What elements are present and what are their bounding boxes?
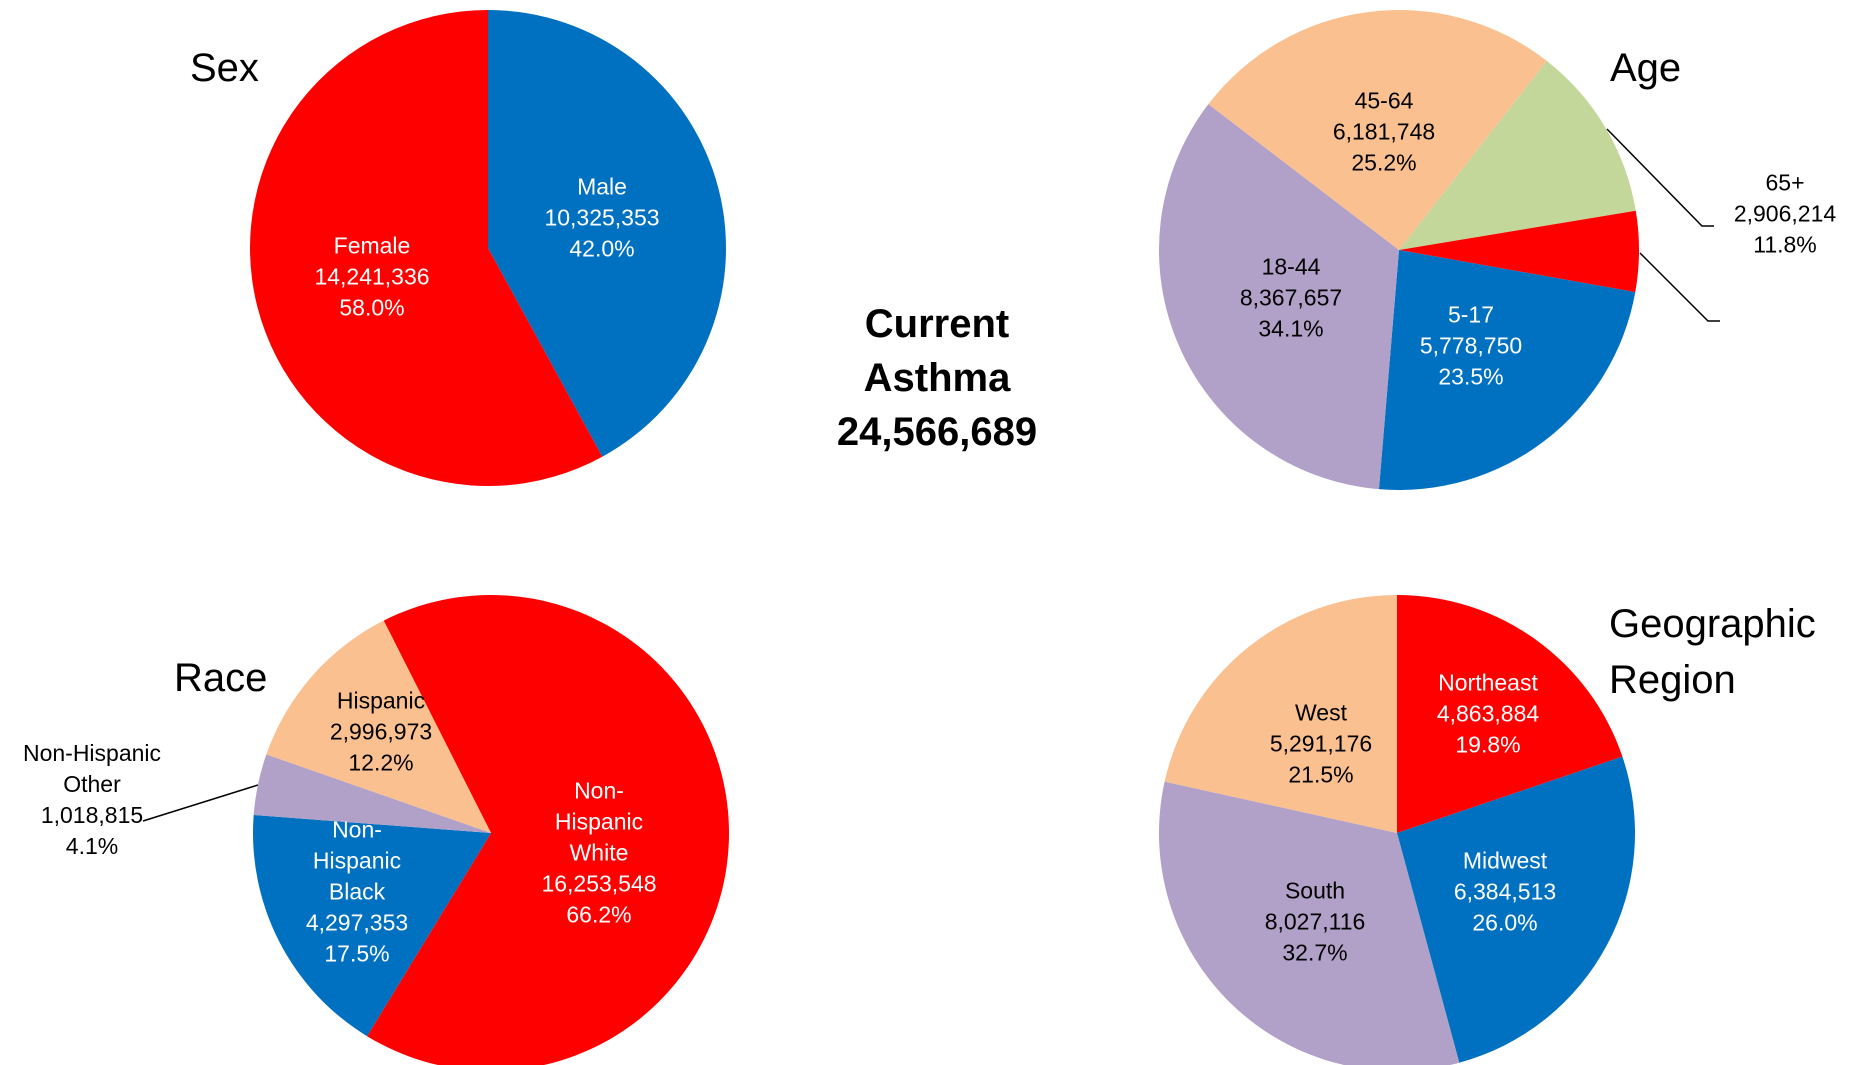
summary: Current Asthma 24,566,689 [807,297,1067,459]
value-label: 2,906,214 [1733,200,1837,227]
pie-slice [253,754,491,833]
chart-title: Sex [190,46,259,90]
value-label: 14,241,336 [314,263,430,290]
chart-title: Race [174,656,268,700]
pie-slice [1397,595,1623,833]
percent-label: 25.2% [1351,149,1417,176]
value-label: 16,253,548 [541,870,657,897]
category-label: Hispanic [336,687,426,714]
value-label: 6,384,513 [1453,878,1557,905]
percent-label: 34.1% [1258,315,1324,342]
slice-label: 65+ 2,906,214 11.8% [1734,168,1836,261]
category-label: 5-17 [1447,301,1495,328]
percent-label: 66.2% [566,901,632,928]
percent-label: 58.0% [339,294,405,321]
slice-label: Male 10,325,353 42.0% [544,172,659,265]
slice-label: Female 14,241,336 58.0% [314,231,429,324]
pie-slice [1164,595,1397,833]
percent-label: 4.1% [65,833,119,859]
pie-slice [1378,250,1636,490]
value-label: 4,297,353 [305,909,409,936]
slice-label: Midwest 6,384,513 26.0% [1454,846,1556,939]
category-label: Female [333,232,411,259]
value-label: 4,863,884 [1436,700,1540,727]
pie-slice [250,10,603,487]
pie-slice [1399,60,1636,251]
slice-label: West 5,291,176 21.5% [1270,698,1372,791]
pie-slice [1208,9,1547,250]
category-label: Northeast [1438,669,1538,696]
pie-slice [1399,210,1640,293]
percent-label: 42.0% [569,235,635,262]
category-label: Non-Hispanic Other [22,740,162,797]
slice-label: Northeast 4,863,884 19.8% [1437,668,1539,761]
pie-slice [1159,104,1399,490]
category-label: Midwest [1462,847,1548,874]
percent-label: 12.2% [348,749,414,776]
percent-label: 17.5% [324,940,390,967]
percent-label: 26.0% [1472,909,1538,936]
value-label: 1,018,815 [40,802,144,828]
percent-label: 23.5% [1438,363,1504,390]
leader-line [142,784,259,822]
pie-slice [1159,781,1460,1065]
pie-slice [488,10,727,457]
summary-total: 24,566,689 [836,410,1038,454]
category-label: Male [577,173,627,200]
category-label: <5 [1780,270,1808,297]
value-label: 2,996,973 [329,718,433,745]
pie-slice [367,595,729,1065]
slice-label: Non-Hispanic White 16,253,548 66.2% [541,776,657,931]
value-label: 8,027,116 [1264,908,1366,935]
percent-label: 5.4% [1767,332,1821,359]
value-label: 1,332,320 [1742,301,1846,328]
category-label: Non-Hispanic Black [312,816,402,905]
slice-label: 45-64 6,181,748 25.2% [1333,86,1435,179]
pie-slice [1397,756,1635,1063]
category-label: West [1295,699,1347,726]
slice-label: Hispanic 2,996,973 12.2% [330,686,432,779]
slice-label: South 8,027,116 32.7% [1265,876,1366,969]
value-label: 8,367,657 [1239,284,1343,311]
slice-label: 5-17 5,778,750 23.5% [1420,300,1522,393]
category-label: Non-Hispanic White [554,777,644,866]
slice-label: Non-Hispanic Black 4,297,353 17.5% [302,815,412,970]
chart-title: Age [1610,46,1682,90]
slice-label: 18-44 8,367,657 34.1% [1240,252,1342,345]
leader-line [1639,252,1720,322]
pie-slice [253,814,491,1037]
summary-title: Current Asthma [863,302,1011,400]
leader-line [1606,128,1714,227]
slice-label: Non-Hispanic Other 1,018,815 4.1% [7,738,177,862]
percent-label: 21.5% [1288,761,1354,788]
pie-slice [266,620,491,833]
value-label: 5,778,750 [1419,332,1523,359]
slice-label: <5 1,332,320 5.4% [1743,269,1845,362]
category-label: 65+ [1765,169,1805,196]
percent-label: 11.8% [1753,231,1817,258]
percent-label: 19.8% [1455,731,1521,758]
category-label: 45-64 [1354,87,1414,114]
value-label: 6,181,748 [1332,118,1436,145]
value-label: 10,325,353 [544,204,660,231]
value-label: 5,291,176 [1269,730,1373,757]
category-label: 18-44 [1261,253,1321,280]
percent-label: 32.7% [1282,939,1348,966]
chart-title: Geographic Region [1609,602,1816,702]
category-label: South [1284,877,1346,904]
